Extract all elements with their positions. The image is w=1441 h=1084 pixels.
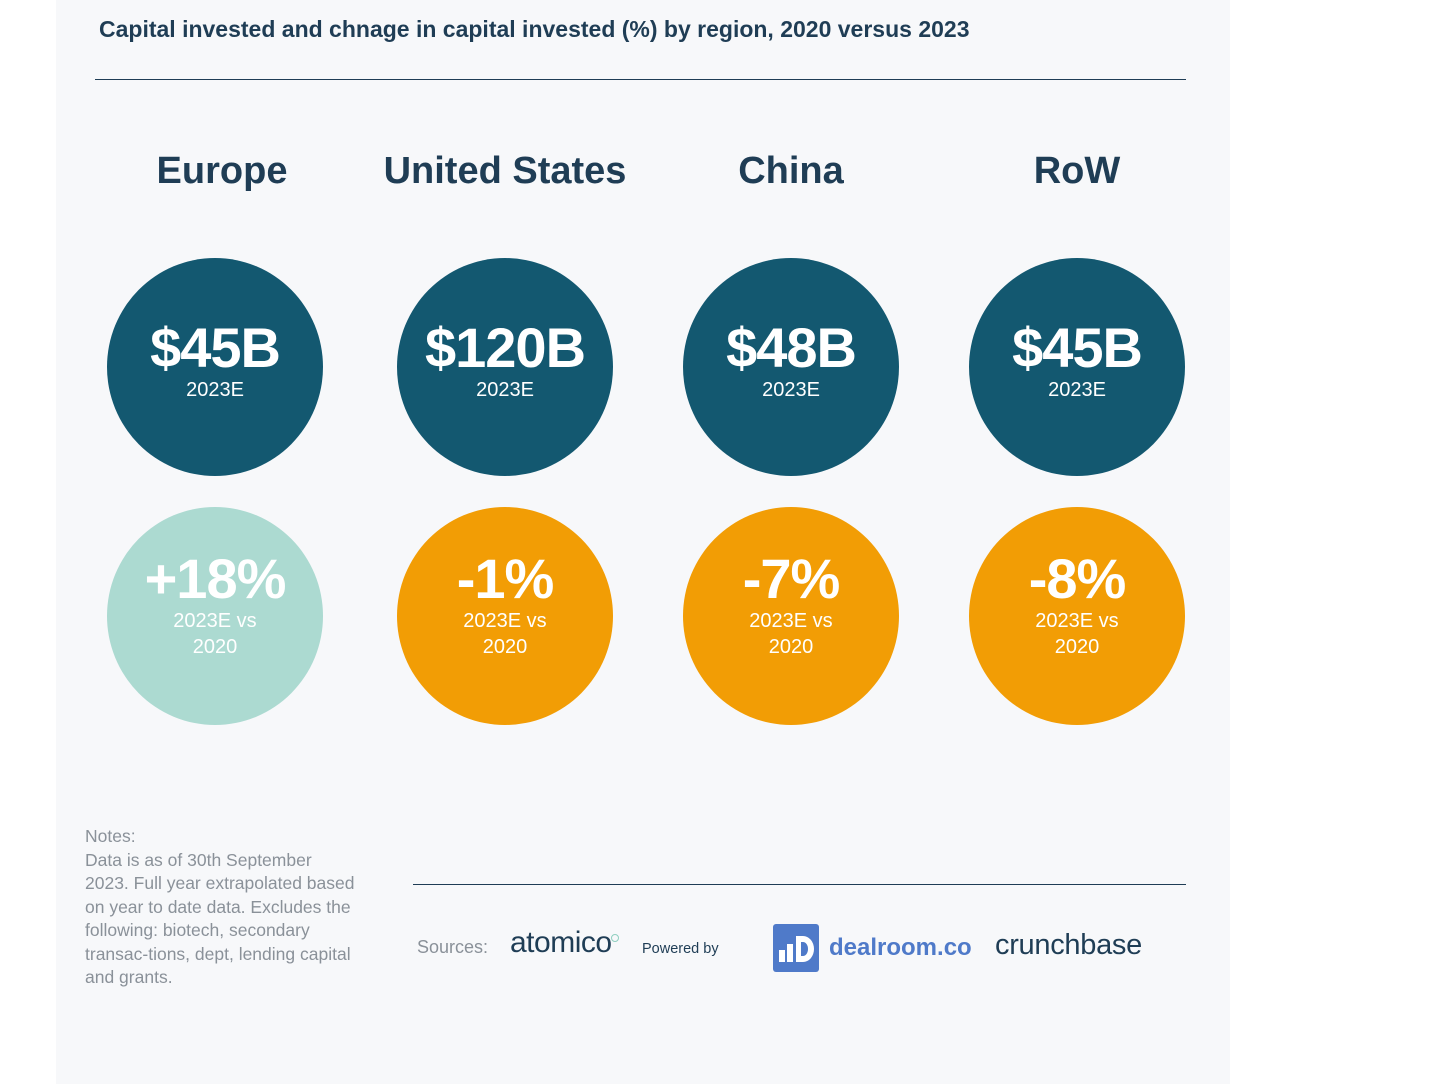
capital-change-label: 2023E vs 2020 (173, 610, 257, 658)
region-name: RoW (1033, 150, 1121, 192)
capital-invested-label: 2023E (476, 379, 534, 401)
capital-change-value: +18% (144, 547, 287, 610)
capital-invested-value: $48B (726, 316, 857, 379)
dealroom-logo: dealroom.co (773, 924, 972, 972)
crunchbase-logo: crunchbase (995, 929, 1142, 961)
capital-invested-value: $120B (424, 316, 586, 379)
capital-invested-circle: $48B 2023E (683, 258, 899, 476)
dealroom-logo-text: dealroom.co (829, 934, 972, 961)
region-name: United States (383, 150, 627, 192)
capital-invested-circle: $45B 2023E (969, 258, 1185, 476)
atomico-logo-dot-icon (610, 934, 619, 942)
sources-label: Sources: (417, 937, 489, 957)
capital-change-value: -8% (1028, 547, 1127, 610)
capital-change-circle: -1% 2023E vs 2020 (397, 507, 613, 725)
capital-change-circle: -7% 2023E vs 2020 (683, 507, 899, 725)
capital-change-label: 2023E vs 2020 (1035, 610, 1119, 658)
sources-divider (413, 884, 1186, 885)
chart-title: Capital invested and chnage in capital i… (99, 16, 970, 42)
capital-change-circle: -8% 2023E vs 2020 (969, 507, 1185, 725)
region-name: China (738, 150, 844, 192)
capital-change-value: -1% (456, 547, 555, 610)
capital-invested-value: $45B (1012, 316, 1143, 379)
capital-change-label: 2023E vs 2020 (749, 610, 833, 658)
notes: Notes: Data is as of 30th September 2023… (85, 825, 355, 990)
capital-change-value: -7% (742, 547, 841, 610)
notes-heading: Notes: (85, 826, 136, 846)
capital-invested-label: 2023E (1048, 379, 1106, 401)
title-divider (95, 79, 1186, 80)
powered-by-label: Powered by (642, 941, 719, 957)
capital-invested-label: 2023E (186, 379, 244, 401)
atomico-logo-text: atomico (510, 926, 612, 959)
capital-change-circle: +18% 2023E vs 2020 (107, 507, 323, 725)
region-name: Europe (156, 150, 288, 192)
atomico-logo: atomico (510, 926, 619, 960)
capital-invested-circle: $120B 2023E (397, 258, 613, 476)
capital-change-label: 2023E vs 2020 (463, 610, 547, 658)
notes-text: Data is as of 30th September 2023. Full … (85, 849, 355, 988)
capital-invested-circle: $45B 2023E (107, 258, 323, 476)
capital-invested-value: $45B (150, 316, 281, 379)
capital-invested-label: 2023E (762, 379, 820, 401)
dealroom-chart-icon (773, 924, 819, 972)
